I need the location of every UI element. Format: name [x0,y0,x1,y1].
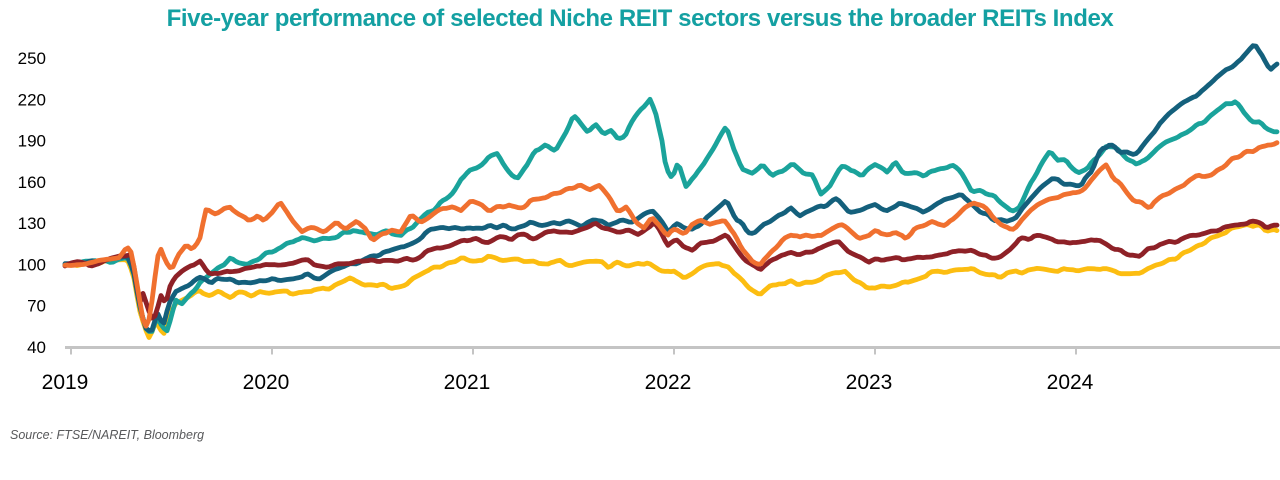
series-yellow-line [62,222,1280,340]
x-tick-label: 2020 [243,371,290,394]
y-tick-label: 130 [18,214,46,233]
y-tick-label: 190 [18,132,46,151]
y-tick-label: 250 [18,49,46,68]
x-tick-label: 2022 [645,371,692,394]
y-tick-label: 100 [18,255,46,274]
y-tick-label: 40 [27,338,46,357]
series-orange-line [62,140,1280,329]
series-navy-line [62,43,1280,333]
y-tick-label: 160 [18,173,46,192]
series-teal-line [62,96,1280,334]
x-tick-label: 2021 [444,371,491,394]
x-tick-label: 2019 [42,371,89,394]
y-tick-label: 70 [27,297,46,316]
x-tick-label: 2024 [1047,371,1094,394]
x-tick-label: 2023 [846,371,893,394]
y-tick-label: 220 [18,90,46,109]
series-maroon-line [62,218,1280,321]
source-note: Source: FTSE/NAREIT, Bloomberg [10,428,205,442]
chart-title: Five-year performance of selected Niche … [166,5,1114,32]
